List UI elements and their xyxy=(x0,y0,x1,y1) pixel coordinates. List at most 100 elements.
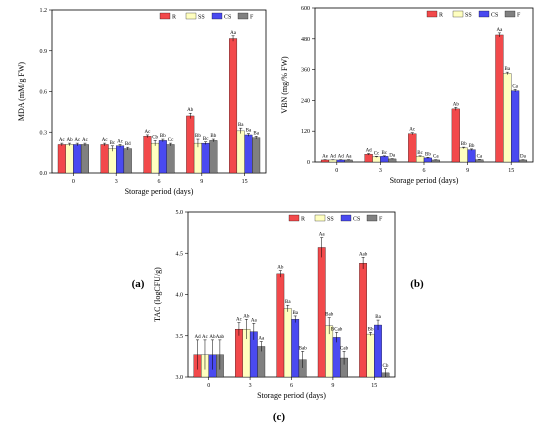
x-tick-label: 6 xyxy=(423,168,426,174)
bar-data-label: Aa xyxy=(258,337,265,342)
bar xyxy=(65,144,74,174)
bar-data-label: Aa xyxy=(230,31,237,36)
panel-label-a: (a) xyxy=(132,278,145,290)
bar-data-label: Ac xyxy=(82,138,89,143)
bar xyxy=(158,140,167,174)
bar xyxy=(116,145,125,174)
bar xyxy=(451,108,460,163)
y-tick-label: 3.5 xyxy=(176,334,184,340)
chart-panel-tac: 3.03.54.04.55.00 3 6 9 15AdAcAbAaAabAcAbBaBa… xyxy=(153,210,396,400)
bar-data-label: Bb xyxy=(461,142,467,147)
bar-data-label: Cb xyxy=(152,135,158,140)
bar-data-label: Ad xyxy=(330,155,337,160)
bar xyxy=(408,133,417,163)
x-tick-label: 0 xyxy=(207,383,210,389)
legend-label: CS xyxy=(224,15,231,21)
y-tick-label: 4.5 xyxy=(176,251,184,257)
bar-data-label: Ca xyxy=(433,155,439,160)
bar xyxy=(336,159,345,163)
x-axis-title: Storage period (days) xyxy=(390,176,459,185)
legend-swatch xyxy=(314,214,326,222)
legend-swatch xyxy=(504,10,516,18)
bar-data-label: Bb xyxy=(210,134,216,139)
x-tick-label: 9 xyxy=(331,383,334,389)
y-tick-label: 0.9 xyxy=(40,49,48,55)
bar xyxy=(459,147,468,163)
x-tick-label: 9 xyxy=(200,179,203,185)
legend-label: R xyxy=(439,13,443,19)
legend-swatch xyxy=(211,12,223,20)
bar xyxy=(235,328,243,378)
bar xyxy=(431,159,440,163)
x-tick-label: 15 xyxy=(508,168,514,174)
y-tick-label: 360 xyxy=(301,68,310,74)
bar-data-label: Bb xyxy=(368,327,374,332)
bar xyxy=(244,134,253,174)
bar xyxy=(374,324,382,378)
legend-label: F xyxy=(517,13,521,19)
bar-data-label: Bab xyxy=(299,346,308,351)
bar xyxy=(423,157,432,163)
bar xyxy=(57,144,66,174)
bar xyxy=(380,156,389,163)
bar-data-label: Ba xyxy=(246,129,252,134)
bar-data-label: Aab xyxy=(359,252,368,257)
bar xyxy=(100,144,109,174)
bar xyxy=(467,149,476,163)
panel-label-c: (c) xyxy=(273,411,286,423)
bar-data-label: Aa xyxy=(251,318,258,323)
y-axis-title: MDA (mM/g FW) xyxy=(17,62,26,121)
x-tick-label: 0 xyxy=(335,168,338,174)
bar xyxy=(332,337,341,378)
bar xyxy=(201,142,210,174)
legend-label: SS xyxy=(465,13,472,19)
y-axis-title: VBN (mg/% FW) xyxy=(280,56,289,114)
bar-data-label: BCab xyxy=(331,327,343,332)
bar-data-label: Ba xyxy=(292,311,298,316)
legend-swatch xyxy=(237,12,249,20)
bar xyxy=(209,140,218,174)
legend-swatch xyxy=(426,10,438,18)
bar-data-label: Ac xyxy=(102,138,109,143)
bar-data-label: Bb xyxy=(160,134,166,139)
bar-data-label: Bc xyxy=(382,151,388,156)
bar xyxy=(236,130,245,174)
bar-data-label: Ad xyxy=(194,335,201,340)
legend-label: R xyxy=(301,217,305,223)
bar xyxy=(495,34,504,163)
bar-data-label: Ca xyxy=(477,154,483,159)
x-axis-title: Storage period (days) xyxy=(125,187,194,196)
bar-data-label: Ac xyxy=(74,138,81,143)
bar-data-label: Ab xyxy=(277,266,284,271)
bar xyxy=(123,148,132,174)
bar xyxy=(503,73,512,163)
bar-data-label: Aa xyxy=(497,28,504,33)
bar xyxy=(416,156,425,163)
y-tick-label: 240 xyxy=(301,98,310,104)
bar-data-label: Ab xyxy=(243,314,250,319)
y-tick-label: 3.0 xyxy=(176,375,184,381)
bar xyxy=(364,154,373,163)
bar-data-label: Ae xyxy=(322,155,329,160)
legend-swatch xyxy=(159,12,171,20)
x-tick-label: 15 xyxy=(242,179,248,185)
bar-data-label: Ab xyxy=(187,108,194,113)
bar-data-label: Bc xyxy=(110,141,116,146)
x-axis-title: Storage period (days) xyxy=(257,391,326,400)
panel-label-b: (b) xyxy=(410,278,424,290)
bar-data-label: Bab xyxy=(325,313,334,318)
bar-data-label: Ca xyxy=(512,84,518,89)
y-tick-label: 120 xyxy=(301,129,310,135)
bar xyxy=(366,333,375,378)
bar-data-label: Ab xyxy=(453,102,460,107)
bar-data-label: Ad xyxy=(366,149,373,154)
bar-data-label: Bc xyxy=(203,137,209,142)
legend-label: F xyxy=(250,15,254,21)
x-tick-label: 9 xyxy=(466,168,469,174)
y-tick-label: 5.0 xyxy=(176,210,184,216)
y-tick-label: 0 xyxy=(307,160,310,166)
y-tick-label: 0.3 xyxy=(40,130,48,136)
